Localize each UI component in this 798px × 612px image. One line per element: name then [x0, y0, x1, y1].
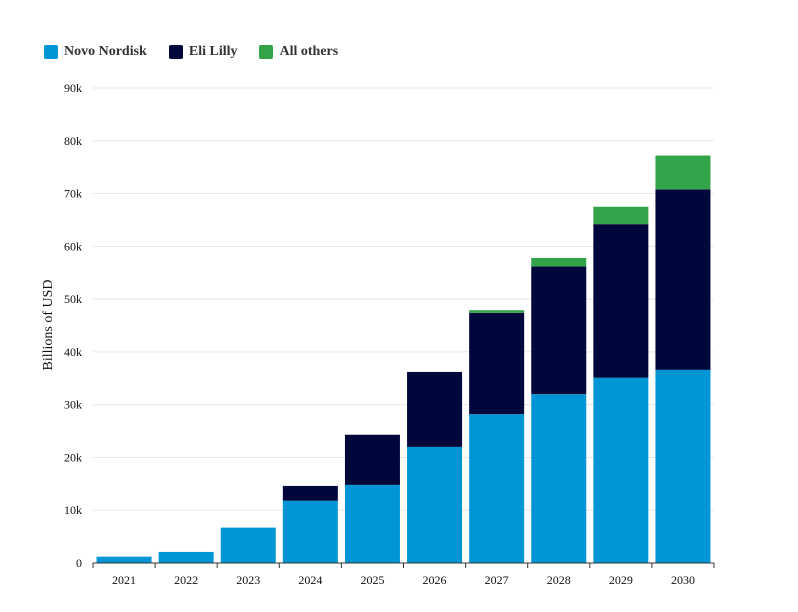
bar-all-others-2029[interactable]: [593, 206, 649, 225]
bar-eli-lilly-2027[interactable]: [469, 312, 525, 415]
x-tick-label: 2028: [547, 573, 571, 587]
x-tick-label: 2022: [174, 573, 198, 587]
y-tick-label: 80k: [64, 134, 82, 148]
bar-eli-lilly-2026[interactable]: [407, 371, 463, 447]
bar-novo-nordisk-2025[interactable]: [344, 484, 400, 563]
legend-swatch-all-others: [259, 45, 274, 59]
legend-label-novo-nordisk: Novo Nordisk: [64, 44, 147, 59]
chart-legend: Novo Nordisk Eli Lilly All others: [44, 44, 338, 60]
bar-novo-nordisk-2029[interactable]: [593, 377, 649, 563]
bar-eli-lilly-2028[interactable]: [531, 266, 587, 395]
bar-novo-nordisk-2030[interactable]: [655, 369, 711, 563]
y-tick-label: 10k: [64, 503, 82, 517]
legend-label-eli-lilly: Eli Lilly: [188, 44, 238, 59]
x-tick-label: 2024: [298, 573, 322, 587]
legend-label-all-others: All others: [279, 44, 339, 59]
x-tick-label: 2030: [671, 573, 695, 587]
bar-novo-nordisk-2026[interactable]: [407, 446, 463, 563]
x-tick-label: 2026: [423, 573, 447, 587]
legend-swatch-novo-nordisk: [44, 45, 58, 59]
x-tick-label: 2023: [236, 573, 260, 587]
y-axis-title: Billions of USD: [41, 279, 56, 370]
bar-novo-nordisk-2022[interactable]: [158, 551, 214, 563]
bar-all-others-2028[interactable]: [531, 257, 587, 267]
bar-eli-lilly-2024[interactable]: [282, 485, 338, 501]
bar-eli-lilly-2025[interactable]: [344, 434, 400, 485]
y-tick-label: 20k: [64, 450, 82, 464]
y-tick-label: 70k: [64, 187, 82, 201]
y-tick-label: 40k: [64, 345, 82, 359]
y-tick-label: 0: [76, 556, 82, 570]
bar-novo-nordisk-2023[interactable]: [220, 527, 276, 563]
bar-novo-nordisk-2021[interactable]: [96, 556, 152, 563]
legend-swatch-eli-lilly: [168, 45, 183, 59]
x-tick-label: 2029: [609, 573, 633, 587]
bar-all-others-2027[interactable]: [469, 310, 525, 313]
y-tick-label: 30k: [64, 398, 82, 412]
legend-item-novo-nordisk[interactable]: Novo Nordisk: [44, 44, 147, 60]
y-tick-label: 50k: [64, 292, 82, 306]
x-tick-label: 2021: [112, 573, 136, 587]
x-tick-label: 2027: [485, 573, 509, 587]
axes: 0 10k 20k 30k 40k 50k 60k 70k 80k 90k 2021 2022 2023…: [64, 81, 715, 587]
bar-novo-nordisk-2024[interactable]: [282, 500, 338, 563]
bar-all-others-2030[interactable]: [655, 155, 711, 190]
bars: [96, 155, 711, 563]
bar-novo-nordisk-2027[interactable]: [469, 414, 525, 563]
y-tick-label: 60k: [64, 239, 82, 253]
legend-item-all-others[interactable]: All others: [259, 44, 338, 60]
bar-eli-lilly-2030[interactable]: [655, 189, 711, 370]
bar-eli-lilly-2029[interactable]: [593, 224, 649, 378]
x-tick-label: 2025: [360, 573, 384, 587]
y-tick-label: 90k: [64, 81, 82, 95]
legend-item-eli-lilly[interactable]: Eli Lilly: [168, 44, 238, 60]
bar-novo-nordisk-2028[interactable]: [531, 394, 587, 563]
